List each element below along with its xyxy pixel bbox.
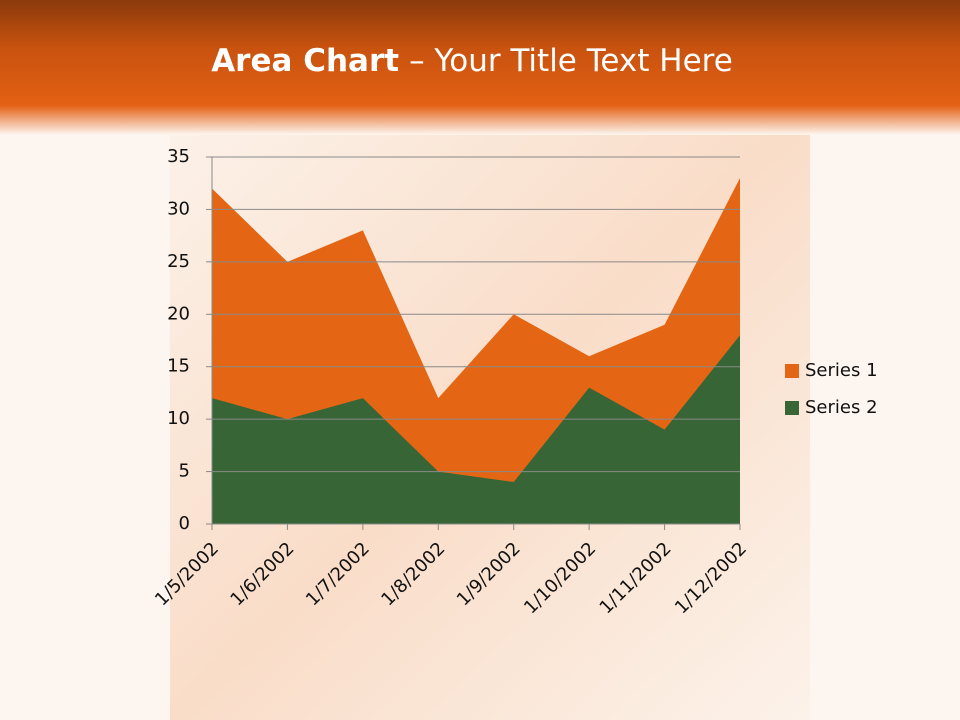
header-band (0, 0, 960, 135)
y-tick-label: 20 (167, 303, 190, 324)
slide-title: Area Chart – Your Title Text Here (211, 43, 733, 79)
y-tick-label: 0 (179, 513, 190, 534)
title-bold: Area Chart (211, 43, 399, 79)
legend-label: Series 2 (805, 397, 878, 418)
y-tick-label: 30 (167, 198, 190, 219)
y-tick-label: 15 (167, 356, 190, 377)
title-rest: – Your Title Text Here (409, 43, 733, 79)
y-tick-label: 5 (179, 461, 190, 482)
y-tick-label: 25 (167, 251, 190, 272)
legend-swatch (785, 401, 799, 415)
y-tick-label: 10 (167, 408, 190, 429)
y-tick-label: 35 (167, 146, 190, 167)
area (212, 335, 740, 524)
legend-swatch (785, 364, 799, 378)
legend-label: Series 1 (805, 360, 878, 381)
